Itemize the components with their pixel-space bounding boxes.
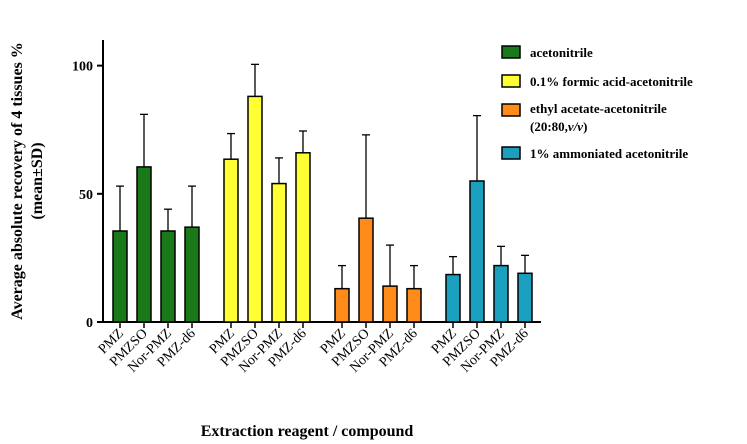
y-axis-label-line2: (mean±SD) — [29, 142, 46, 219]
x-axis-label: Extraction reagent / compound — [201, 423, 414, 440]
bar — [445, 273, 461, 323]
bar — [469, 180, 485, 323]
legend: acetonitrile 0.1% formic acid-acetonitri… — [501, 45, 693, 161]
bar — [334, 287, 350, 323]
legend-label-ethyl-line2: (20:80,v/v) — [530, 119, 587, 134]
y-tick-label: 100 — [72, 60, 93, 75]
bars — [112, 63, 533, 323]
axes — [102, 40, 541, 323]
legend-swatch-ammoniated — [501, 146, 521, 160]
legend-label-ammoniated: 1% ammoniated acetonitrile — [530, 146, 688, 161]
bar — [271, 182, 287, 323]
y-tick-label: 0 — [86, 316, 93, 331]
bar — [112, 230, 128, 323]
y-axis-label-line1: Average absolute recovery of 4 tissues % — [9, 42, 26, 320]
bar — [160, 230, 176, 323]
legend-swatch-formic — [501, 74, 521, 88]
legend-swatch-acetonitrile — [501, 45, 521, 59]
bar — [382, 285, 398, 323]
legend-label-formic: 0.1% formic acid-acetonitrile — [530, 74, 693, 89]
bar — [136, 166, 152, 323]
y-ticks: 0 50 100 — [72, 60, 103, 331]
bar — [358, 217, 374, 323]
bar — [406, 287, 422, 323]
bar — [493, 264, 509, 323]
bar — [295, 152, 311, 323]
legend-swatch-ethyl — [501, 103, 521, 117]
bar — [247, 95, 263, 323]
y-tick-label: 50 — [79, 188, 93, 203]
bar — [517, 272, 533, 323]
bar — [184, 226, 200, 323]
legend-label-ethyl: ethyl acetate-acetonitrile — [530, 101, 667, 116]
bar — [223, 158, 239, 323]
legend-label-acetonitrile: acetonitrile — [530, 45, 593, 60]
